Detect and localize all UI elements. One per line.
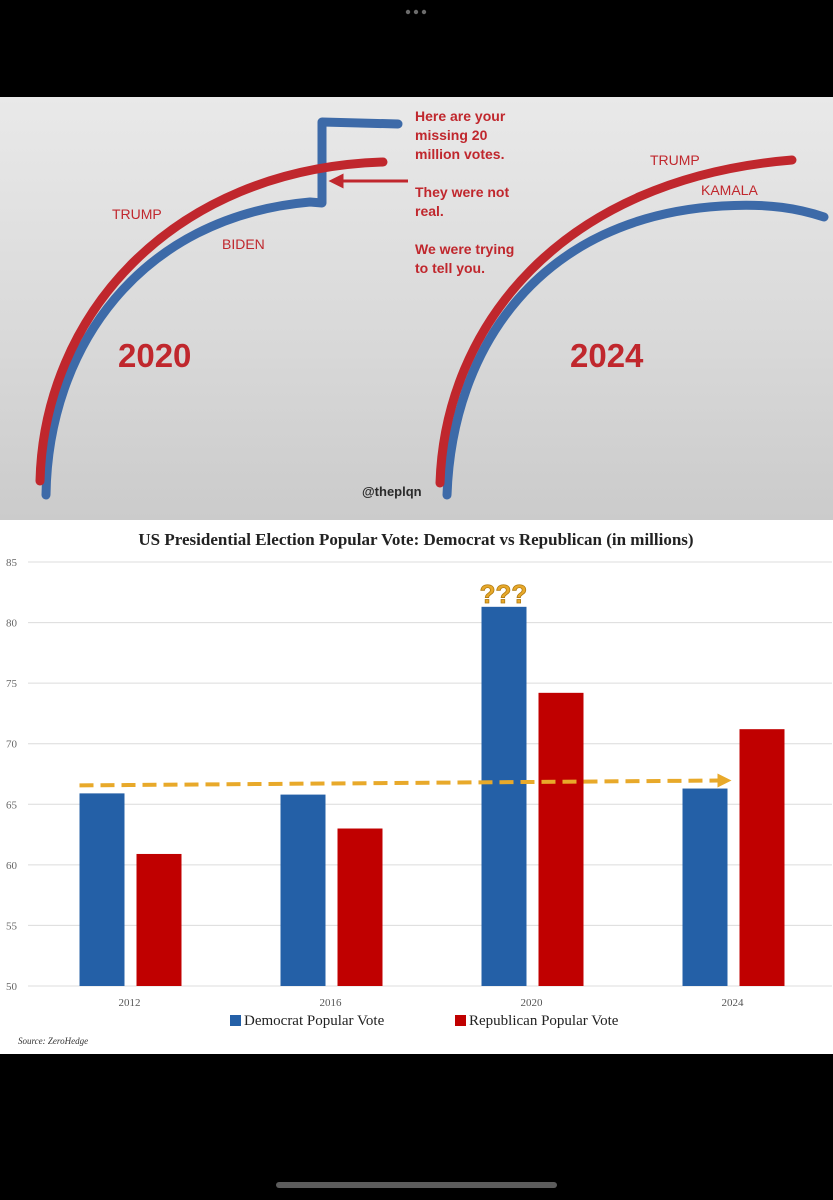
chart-title: US Presidential Election Popular Vote: D…	[138, 530, 693, 549]
annotation-line: We were trying	[415, 241, 514, 257]
y-axis-ticks: 50 55 60 65 70 75 80 85	[6, 557, 18, 993]
annotation-line: real.	[415, 203, 444, 219]
bars	[79, 606, 785, 986]
bar-republican-2012	[136, 853, 182, 986]
y-tick-label: 75	[6, 678, 18, 690]
year-2020: 2020	[118, 337, 191, 374]
bar-democrat-2020	[481, 606, 527, 986]
trump-curve-2024	[435, 155, 797, 488]
y-tick-label: 65	[6, 799, 18, 811]
annotation-line: Here are your	[415, 108, 506, 124]
x-tick-label: 2016	[320, 997, 343, 1009]
bar-republican-2024	[739, 729, 785, 986]
annotations: ???	[79, 578, 732, 788]
y-tick-label: 85	[6, 557, 18, 569]
trump-curve-2020	[35, 157, 388, 486]
kamala-curve	[442, 200, 829, 500]
home-indicator[interactable]	[276, 1182, 557, 1188]
label-trump-2020: TRUMP	[112, 206, 162, 222]
annotation-line: missing 20	[415, 127, 488, 143]
annotation-line: million votes.	[415, 146, 504, 162]
status-bar	[405, 9, 427, 15]
label-trump-2024: TRUMP	[650, 152, 700, 168]
biden-curve	[41, 117, 403, 500]
legend-swatch	[230, 1015, 241, 1026]
y-tick-label: 50	[6, 981, 18, 993]
legend-label: Democrat Popular Vote	[244, 1013, 385, 1029]
annotation-line: They were not	[415, 184, 509, 200]
label-kamala-2024: KAMALA	[701, 182, 758, 198]
bar-chart: US Presidential Election Popular Vote: D…	[0, 520, 833, 1054]
legend-swatch	[455, 1015, 466, 1026]
year-2024: 2024	[570, 337, 644, 374]
more-dots-icon[interactable]	[405, 9, 427, 15]
meme-background	[0, 97, 833, 520]
bar-democrat-2016	[280, 794, 326, 986]
label-biden-2020: BIDEN	[222, 236, 265, 252]
meme-image: TRUMP BIDEN 2020 Here are your missing 2…	[0, 97, 833, 520]
trend-arrowhead	[717, 773, 732, 788]
y-tick-label: 60	[6, 860, 18, 872]
watermark: @theplqn	[362, 484, 422, 499]
bar-republican-2020	[538, 692, 584, 986]
bar-democrat-2024	[682, 788, 728, 986]
y-tick-label: 80	[6, 618, 18, 630]
right-panel-2024: TRUMP KAMALA 2024	[435, 152, 829, 500]
source-note: Source: ZeroHedge	[18, 1036, 88, 1046]
x-tick-label: 2012	[119, 997, 141, 1009]
legend-label: Republican Popular Vote	[469, 1013, 619, 1029]
legend: Democrat Popular Vote Republican Popular …	[230, 1013, 619, 1029]
question-marks-annotation: ???	[480, 579, 528, 609]
trend-arrow-line	[79, 778, 720, 788]
y-tick-label: 55	[6, 920, 18, 932]
bar-democrat-2012	[79, 793, 125, 986]
bar-republican-2016	[337, 828, 383, 986]
y-tick-label: 70	[6, 739, 18, 751]
x-axis-ticks: 2012 2016 2020 2024	[119, 997, 745, 1009]
annotation-line: to tell you.	[415, 260, 485, 276]
left-panel-2020: TRUMP BIDEN 2020 Here are your missing 2…	[35, 108, 514, 500]
x-tick-label: 2020	[521, 997, 544, 1009]
annotation-text-block: Here are your missing 20 million votes. …	[415, 108, 514, 276]
x-tick-label: 2024	[722, 997, 745, 1009]
